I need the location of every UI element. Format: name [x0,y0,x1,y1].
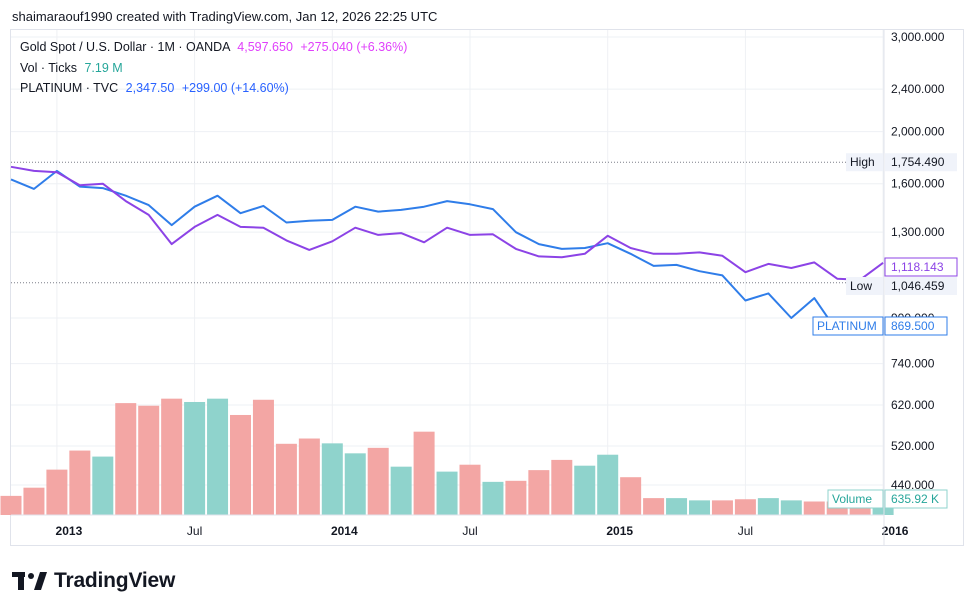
legend-volume-name: Vol · Ticks [20,61,77,75]
volume-bar [23,487,45,515]
low-label-bg [846,277,884,295]
legend-volume[interactable]: Vol · Ticks 7.19 M [20,61,123,75]
volume-bar [344,453,366,515]
volume-label-tag [827,489,884,509]
gold-last-value: 1,118.143 [891,260,944,274]
x-tick-label: Jul [187,524,202,538]
volume-bar [574,465,596,515]
gold-series-line [10,165,884,281]
volume-bar [551,459,573,515]
volume-bar [459,464,481,515]
volume-bar [230,414,251,515]
volume-bar [115,403,137,515]
volume-bar [0,495,22,515]
platinum-label-tag [812,316,884,336]
volume-bar [161,398,183,515]
y-tick-label: 1,600.000 [891,177,945,191]
volume-bar [780,500,802,515]
y-tick-label: 2,000.000 [891,125,945,139]
high-label: High [850,155,875,169]
volume-bar [643,498,665,515]
volume-bar [367,447,389,515]
volume-bar [69,450,91,515]
platinum-value: 869.500 [891,319,935,333]
high-value: 1,754.490 [891,155,945,169]
volume-bar [184,401,206,515]
tradingview-wordmark: TradingView [54,569,176,592]
volume-bar [252,399,274,515]
platinum-value-tag [884,316,948,336]
platinum-series-line [10,169,839,332]
volume-bar [46,469,68,515]
legend-platinum-name: PLATINUM · TVC [20,81,119,95]
y-tick-label: 740.000 [891,357,935,371]
volume-value: 635.92 K [891,492,939,506]
volume-bar [92,456,114,515]
volume-bar [689,500,710,515]
gold-last-tag [884,257,958,277]
volume-bar [505,480,527,515]
volume-bar [482,481,504,515]
volume-bar [321,443,343,515]
x-tick-label: Jul [462,524,477,538]
legend-platinum[interactable]: PLATINUM · TVC 2,347.50 +299.00 (+14.60%… [20,81,289,95]
volume-bar [666,498,688,515]
chart-credit: shaimaraouf1990 created with TradingView… [12,9,438,24]
x-tick-label: 2016 [882,524,909,538]
y-tick-label: 2,400.000 [891,82,945,96]
legend-gold-name: Gold Spot / U.S. Dollar · 1M · OANDA [20,40,230,54]
volume-bar [436,471,458,515]
y-tick-label: 3,000.000 [891,30,945,44]
volume-bar [711,500,733,515]
volume-bar [597,454,619,515]
volume-value-tag [884,489,948,509]
platinum-label: PLATINUM [817,319,877,333]
volume-bar [138,405,160,515]
volume-bar [757,498,779,515]
chart-frame[interactable] [10,29,964,546]
low-value: 1,046.459 [891,279,945,293]
x-tick-label: Jul [738,524,753,538]
y-tick-label: 520.000 [891,439,935,453]
volume-bar [803,501,825,515]
volume-bar [413,431,435,515]
y-tick-label: 620.000 [891,398,935,412]
volume-bar [620,477,642,515]
volume-bar [298,438,320,515]
legend-volume-value: 7.19 M [84,61,123,75]
high-label-bg [846,153,884,172]
tradingview-logo-icon [12,572,47,590]
legend-gold-change: +275.040 (+6.36%) [300,40,408,54]
volume-label: Volume [832,492,872,506]
legend-gold-price: 4,597.650 [237,40,293,54]
volume-bar [390,466,412,515]
tradingview-logo[interactable]: TradingView [12,569,175,593]
volume-bar [734,499,756,515]
low-label: Low [850,279,872,293]
volume-bar [275,443,297,515]
high-value-bg [885,153,957,172]
y-tick-label: 1,300.000 [891,225,945,239]
x-tick-label: 2013 [56,524,83,538]
x-tick-label: 2015 [606,524,633,538]
volume-bar [528,470,550,515]
x-tick-label: 2014 [331,524,358,538]
legend-platinum-price: 2,347.50 [125,81,175,95]
legend-gold[interactable]: Gold Spot / U.S. Dollar · 1M · OANDA 4,5… [20,40,407,54]
low-value-bg [885,277,957,295]
y-tick-label: 440.000 [891,478,935,492]
legend-platinum-change: +299.00 (+14.60%) [181,81,289,95]
volume-bar [207,398,229,515]
